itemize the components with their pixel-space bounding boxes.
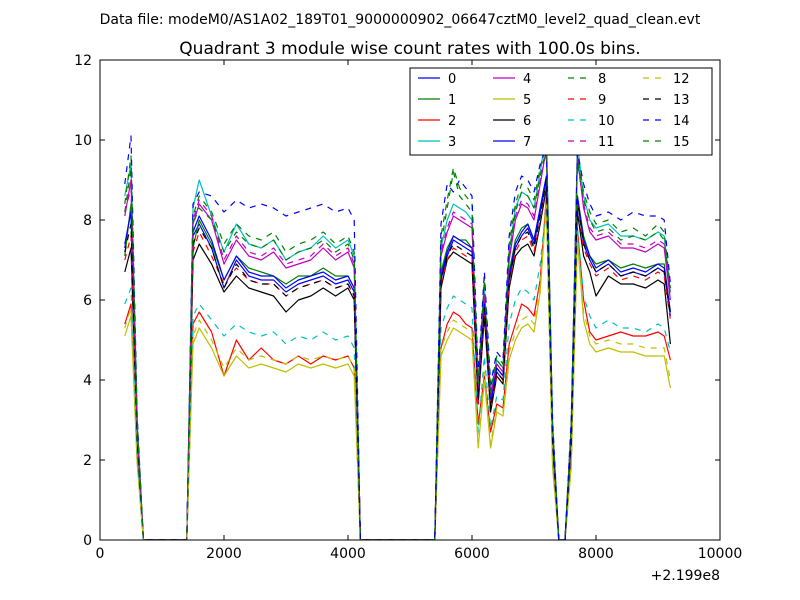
x-tick-label: 0 xyxy=(96,546,105,562)
legend-label-1: 1 xyxy=(448,93,456,108)
y-tick-label: 0 xyxy=(83,533,92,549)
series-15-line xyxy=(124,147,671,540)
legend-label-13: 13 xyxy=(673,93,690,108)
x-tick-label: 4000 xyxy=(330,546,366,562)
legend-label-6: 6 xyxy=(523,114,531,129)
legend-label-12: 12 xyxy=(673,72,690,87)
suptitle: Data file: modeM0/AS1A02_189T01_90000009… xyxy=(100,12,701,28)
y-tick-label: 12 xyxy=(74,53,92,69)
x-tick-label: 2000 xyxy=(206,546,242,562)
y-tick-label: 8 xyxy=(83,213,92,229)
series-10-line xyxy=(124,203,671,540)
chart-title: Quadrant 3 module wise count rates with … xyxy=(179,39,640,59)
series-12-line xyxy=(124,199,671,540)
legend-label-15: 15 xyxy=(673,135,690,150)
series-group xyxy=(124,131,671,540)
series-2-line xyxy=(124,195,671,540)
x-tick-label: 10000 xyxy=(698,546,743,562)
x-tick-label: 8000 xyxy=(578,546,614,562)
legend-label-3: 3 xyxy=(448,135,456,150)
y-tick-label: 2 xyxy=(83,453,92,469)
legend-label-4: 4 xyxy=(523,72,531,87)
legend-label-5: 5 xyxy=(523,93,531,108)
legend-label-0: 0 xyxy=(448,72,456,87)
x-offset-label: +2.199e8 xyxy=(651,568,720,584)
series-6-line xyxy=(124,187,671,540)
series-5-line xyxy=(124,203,671,540)
x-tick-label: 6000 xyxy=(454,546,490,562)
legend-label-2: 2 xyxy=(448,114,456,129)
legend-label-7: 7 xyxy=(523,135,531,150)
legend-box xyxy=(409,67,713,156)
legend-label-10: 10 xyxy=(598,114,615,129)
legend-label-9: 9 xyxy=(598,93,606,108)
series-8-line xyxy=(124,143,671,540)
y-tick-label: 4 xyxy=(83,373,92,389)
y-tick-label: 10 xyxy=(74,133,92,149)
y-tick-label: 6 xyxy=(83,293,92,309)
legend-label-8: 8 xyxy=(598,72,606,87)
plot-frame xyxy=(99,59,721,541)
legend-label-14: 14 xyxy=(673,114,690,129)
legend-label-11: 11 xyxy=(598,135,615,150)
series-14-line xyxy=(124,135,671,540)
